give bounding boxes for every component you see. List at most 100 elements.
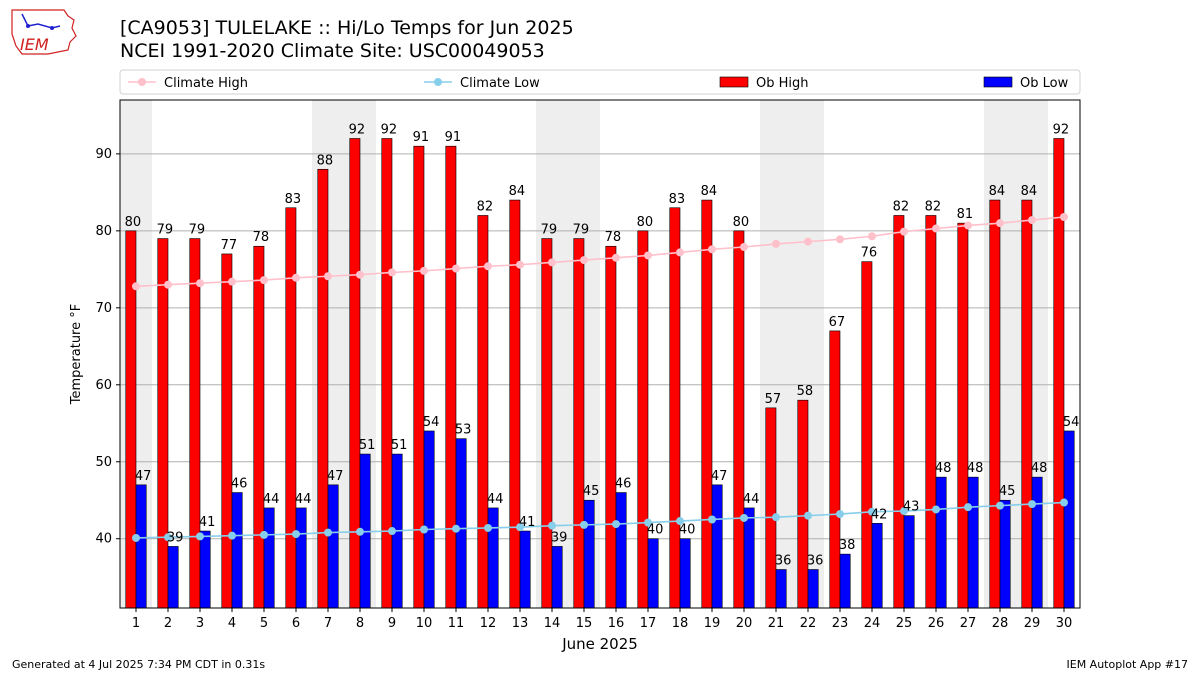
data-labels: 80 47 79 39 79 41 77 46 78 44 83 44 88 47 92 51 92 51 91 54… (125, 122, 1080, 568)
climate-high-point (964, 221, 972, 230)
ob-low-value-label: 47 (327, 469, 344, 484)
ob-low-value-label: 41 (519, 515, 536, 530)
x-tick-label: 8 (356, 616, 364, 631)
climate-high-point (548, 258, 556, 267)
x-tick-label: 15 (576, 616, 593, 631)
ob-low-bar (455, 438, 467, 609)
ob-high-value-label: 83 (285, 192, 302, 207)
x-tick-label: 9 (388, 616, 396, 631)
ob-high-bar (157, 238, 169, 609)
climate-high-point (292, 273, 300, 282)
ob-low-bar (615, 492, 627, 609)
ob-low-bar (711, 484, 723, 609)
ob-low-bar (935, 476, 947, 609)
climate-low-point (772, 513, 780, 522)
ob-high-value-label: 82 (893, 199, 910, 214)
climate-high-point (932, 224, 940, 233)
climate-high-point (1060, 212, 1068, 221)
climate-high-point (132, 282, 140, 291)
climate-high-point (196, 279, 204, 288)
climate-high-point (228, 277, 236, 286)
ob-low-bar (263, 507, 275, 609)
climate-low-point (612, 520, 620, 529)
x-tick-label: 27 (960, 616, 977, 631)
ob-high-value-label: 92 (381, 122, 398, 137)
ob-high-bar (285, 207, 297, 609)
chart-subtitle: NCEI 1991-2020 Climate Site: USC00049053 (120, 40, 545, 62)
ob-high-bar (413, 145, 425, 609)
ob-low-value-label: 41 (199, 515, 216, 530)
ob-high-value-label: 84 (701, 184, 718, 199)
x-tick-label: 22 (800, 616, 817, 631)
ob-low-value-label: 36 (775, 554, 792, 569)
climate-high-point (772, 239, 780, 248)
climate-high-point (740, 243, 748, 252)
climate-low-point (932, 505, 940, 514)
y-tick-label: 50 (95, 455, 112, 470)
ob-low-value-label: 39 (551, 530, 568, 545)
climate-low-point (356, 527, 364, 536)
climate-high-point (356, 270, 364, 279)
ob-low-bar (1063, 430, 1075, 609)
ob-low-value-label: 48 (1031, 461, 1048, 476)
x-tick-label: 10 (416, 616, 433, 631)
ob-high-bar (797, 399, 809, 609)
climate-low-point (804, 511, 812, 520)
y-tick-label: 60 (95, 378, 112, 393)
ob-low-bar (679, 538, 691, 609)
ob-low-value-label: 54 (1063, 415, 1080, 430)
legend-swatch-marker (434, 78, 442, 86)
ob-low-value-label: 40 (679, 523, 696, 538)
climate-low-point (164, 533, 172, 542)
climate-high-point (708, 245, 716, 254)
y-axis-label: Temperature °F (69, 304, 84, 405)
climate-high-point (516, 260, 524, 269)
climate-high-point (580, 256, 588, 265)
y-tick-label: 90 (95, 147, 112, 162)
ob-high-bar (669, 207, 681, 609)
x-tick-label: 26 (928, 616, 945, 631)
ob-low-bar (807, 569, 819, 609)
ob-high-bar (221, 253, 233, 609)
legend-label: Climate Low (460, 76, 540, 91)
ob-high-value-label: 80 (637, 215, 654, 230)
ob-low-value-label: 39 (167, 530, 184, 545)
climate-high-point (868, 232, 876, 241)
legend-swatch-marker (138, 78, 146, 86)
climate-low-line (135, 501, 1065, 539)
climate-high-point (996, 219, 1004, 228)
ob-high-value-label: 79 (189, 223, 206, 238)
ob-low-value-label: 48 (967, 461, 984, 476)
generated-timestamp: Generated at 4 Jul 2025 7:34 PM CDT in 0… (12, 658, 266, 671)
ob-high-bar (701, 199, 713, 609)
climate-low-point (484, 523, 492, 532)
climate-low-point (516, 523, 524, 532)
climate-low-point (196, 532, 204, 541)
ob-high-value-label: 92 (1053, 122, 1070, 137)
ob-high-bar (1053, 138, 1065, 609)
ob-low-bar (487, 507, 499, 609)
x-tick-label: 25 (896, 616, 913, 631)
ob-high-bar (637, 230, 649, 609)
climate-low-point (676, 517, 684, 526)
ob-high-bar (765, 407, 777, 609)
x-tick-label: 16 (608, 616, 625, 631)
ob-high-value-label: 78 (253, 230, 270, 245)
ob-low-bar (743, 507, 755, 609)
iem-logo: IEM (11, 9, 77, 55)
ob-high-bar (829, 330, 841, 609)
ob-low-bar (1031, 476, 1043, 609)
climate-low-point (452, 524, 460, 533)
ob-low-bar (903, 515, 915, 609)
ob-high-bar (605, 245, 617, 609)
legend-label: Ob High (756, 76, 809, 91)
climate-low-point (1028, 500, 1036, 509)
ob-low-bar (839, 553, 851, 609)
ob-high-value-label: 91 (445, 130, 462, 145)
x-tick-label: 6 (292, 616, 300, 631)
app-credit: IEM Autoplot App #17 (1066, 658, 1189, 671)
climate-high-point (420, 266, 428, 275)
y-tick-label: 70 (95, 301, 112, 316)
ob-low-value-label: 46 (231, 477, 248, 492)
